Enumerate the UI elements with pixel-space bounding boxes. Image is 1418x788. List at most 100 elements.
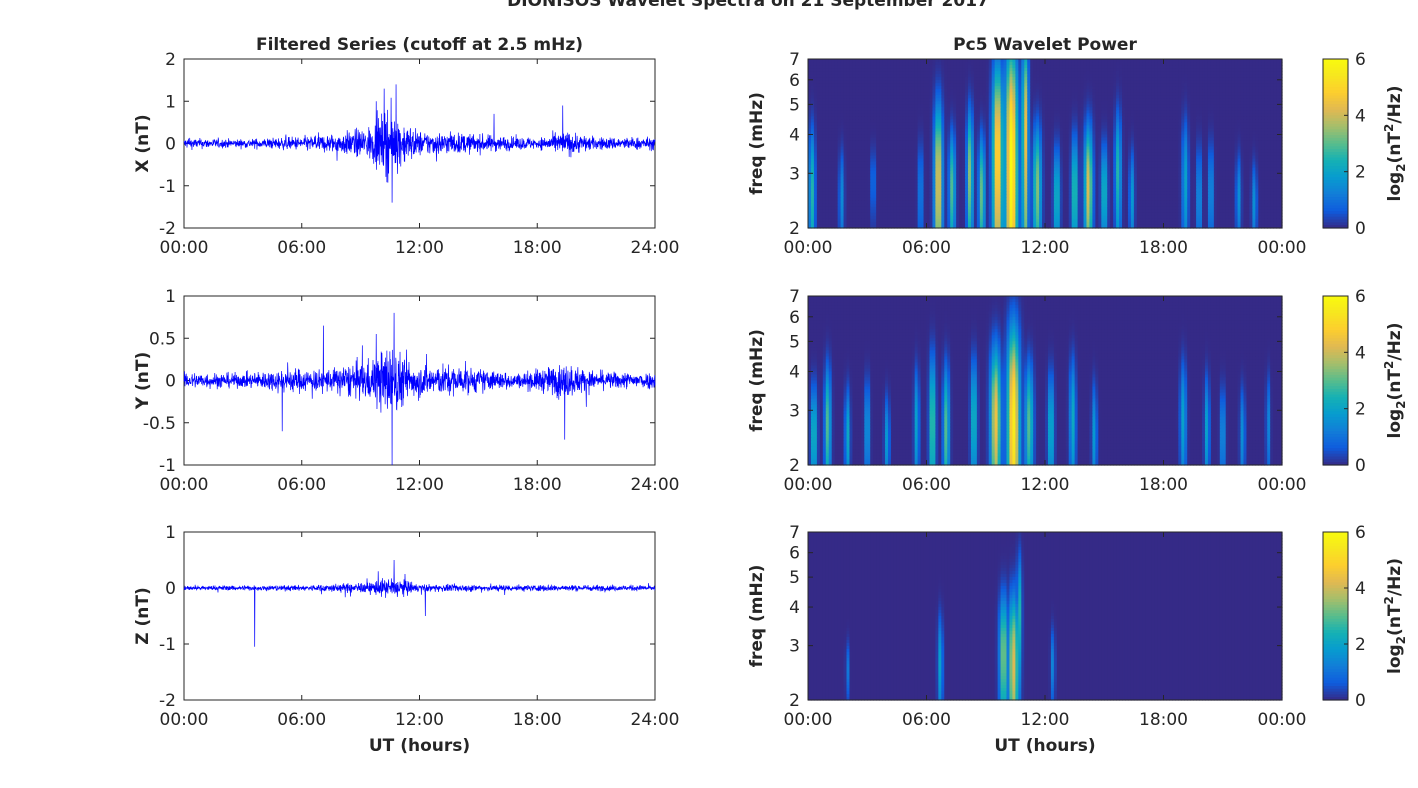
heat-cell: [917, 65, 922, 69]
heat-cell: [1130, 101, 1135, 105]
heat-cell: [1216, 71, 1221, 75]
heat-cell: [1053, 59, 1058, 63]
heat-cell: [1273, 104, 1277, 108]
heat-cell: [1157, 71, 1162, 75]
heat-cell: [1204, 104, 1209, 108]
heat-cell: [1276, 83, 1280, 87]
heat-cell: [976, 65, 981, 69]
heat-cell: [944, 65, 948, 69]
heat-cell: [1267, 95, 1271, 99]
heat-cell: [1157, 98, 1162, 102]
heat-cell: [1166, 59, 1171, 63]
heat-cell: [1098, 68, 1102, 72]
heat-cell: [1276, 77, 1280, 81]
heat-cell: [1139, 62, 1144, 66]
heat-cell: [953, 86, 957, 90]
heat-cell: [962, 107, 966, 111]
heat-cell: [926, 92, 931, 96]
heat-cell: [988, 83, 993, 87]
heat-cell: [1113, 95, 1117, 99]
heat-cell: [870, 83, 874, 87]
heat-cell: [858, 98, 862, 102]
heat-cell: [1059, 95, 1064, 99]
heat-cell: [1104, 86, 1108, 90]
heat-cell: [858, 68, 862, 72]
heat-cell: [1009, 62, 1014, 66]
heat-cell: [1237, 86, 1242, 90]
heat-cell: [1071, 89, 1076, 93]
heat-cell: [1270, 104, 1274, 108]
heat-cell: [985, 68, 990, 72]
heat-cell: [991, 104, 996, 108]
heat-cell: [855, 71, 859, 75]
heat-cell: [944, 59, 948, 63]
heat-cell: [1101, 95, 1105, 99]
heat-cell: [1127, 80, 1132, 84]
heat-cell: [1234, 101, 1239, 105]
heat-cell: [929, 86, 934, 90]
heat-cell: [864, 89, 868, 93]
heat-cell: [1199, 83, 1203, 87]
heat-cell: [947, 74, 951, 78]
heat-cell: [994, 89, 999, 93]
heat-cell: [1042, 92, 1046, 96]
heat-cell: [861, 104, 865, 108]
heat-cell: [959, 68, 963, 72]
heat-cell: [1207, 68, 1212, 72]
heat-cell: [1136, 86, 1141, 90]
heat-cell: [1246, 80, 1251, 84]
heat-cell: [840, 92, 845, 96]
heat-cell: [1202, 104, 1206, 108]
heat-cell: [846, 62, 851, 66]
heat-cell: [1015, 95, 1019, 99]
heat-cell: [950, 89, 954, 93]
heat-cell: [885, 98, 889, 102]
heat-cell: [923, 104, 928, 108]
heat-cell: [914, 77, 919, 81]
heat-cell: [1231, 80, 1236, 84]
heat-cell: [855, 101, 859, 105]
heat-cell: [1246, 59, 1251, 63]
heat-cell: [991, 65, 996, 69]
heat-cell: [1086, 59, 1091, 63]
heat-cell: [991, 83, 996, 87]
heat-cell: [905, 101, 910, 105]
heat-cell: [1246, 95, 1251, 99]
heat-cell: [831, 68, 836, 72]
heat-cell: [923, 83, 928, 87]
heat-cell: [1178, 95, 1182, 99]
heat-cell: [1059, 68, 1064, 72]
heat-cell: [1163, 86, 1168, 90]
heat-cell: [882, 104, 886, 108]
heat-cell: [920, 101, 925, 105]
heat-cell: [1199, 65, 1203, 69]
heat-cell: [1228, 62, 1233, 66]
heat-cell: [890, 92, 895, 96]
heat-cell: [1113, 92, 1117, 96]
heat-cell: [1030, 59, 1034, 63]
heat-cell: [1089, 95, 1093, 99]
heat-cell: [1006, 71, 1011, 75]
heat-cell: [985, 83, 990, 87]
heat-cell: [932, 95, 936, 99]
heat-cell: [1030, 62, 1034, 66]
heat-cell: [828, 107, 833, 111]
heat-cell: [923, 86, 928, 90]
heat-cell: [1027, 104, 1031, 108]
heat-cell: [905, 77, 910, 81]
heat-cell: [1071, 65, 1076, 69]
heat-cell: [1267, 59, 1271, 63]
heat-cell: [1136, 83, 1141, 87]
heat-cell: [1207, 65, 1212, 69]
heat-cell: [873, 68, 877, 72]
heat-cell: [1092, 95, 1096, 99]
heat-cell: [1077, 77, 1082, 81]
heat-cell: [1059, 65, 1064, 69]
heat-cell: [979, 95, 984, 99]
heat-cell: [1030, 89, 1034, 93]
heat-cell: [1050, 74, 1055, 78]
heat-cell: [970, 65, 975, 69]
heat-cell: [885, 95, 889, 99]
heat-cell: [1059, 104, 1064, 108]
heat-cell: [810, 65, 815, 69]
